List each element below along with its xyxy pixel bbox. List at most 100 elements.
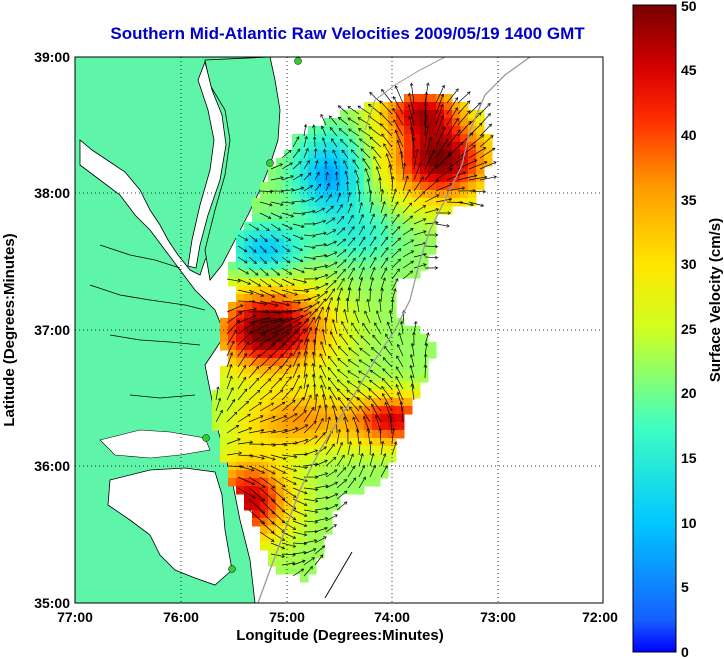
velocity-arrowhead — [323, 231, 327, 236]
velocity-cell — [300, 214, 309, 223]
velocity-arrowhead — [312, 136, 317, 140]
velocity-cell — [300, 342, 309, 351]
velocity-cell — [356, 406, 365, 415]
velocity-cell — [348, 246, 357, 255]
velocity-arrowhead — [313, 148, 318, 152]
velocity-arrow — [402, 215, 413, 225]
velocity-cell — [340, 342, 349, 351]
velocity-arrowhead — [362, 476, 366, 481]
velocity-cell — [372, 326, 381, 335]
velocity-arrow — [392, 108, 404, 126]
velocity-arrow — [395, 85, 404, 104]
velocity-cell — [316, 390, 325, 399]
velocity-arrowhead — [336, 181, 340, 186]
velocity-cell — [300, 174, 309, 183]
velocity-arrowhead — [332, 149, 336, 154]
velocity-cell — [364, 238, 373, 247]
x-tick-label: 73:00 — [480, 609, 516, 625]
velocity-cell — [404, 134, 413, 143]
velocity-cell — [276, 358, 285, 367]
velocity-arrow — [435, 183, 453, 192]
velocity-arrow — [395, 384, 404, 401]
velocity-cell — [340, 438, 349, 447]
velocity-arrowhead — [362, 158, 366, 162]
velocity-cell — [332, 182, 341, 191]
velocity-arrowhead — [391, 427, 396, 431]
velocity-arrow — [226, 425, 239, 434]
velocity-cell — [356, 374, 365, 383]
velocity-arrow — [336, 490, 348, 500]
velocity-cell — [244, 222, 253, 231]
velocity-cell — [356, 118, 365, 127]
velocity-cell — [236, 230, 245, 239]
velocity-arrow — [408, 116, 415, 137]
velocity-arrowhead — [323, 148, 327, 153]
velocity-cell — [252, 478, 261, 487]
velocity-cell — [268, 190, 277, 199]
velocity-cell — [396, 270, 405, 279]
velocity-cell — [244, 254, 253, 263]
velocity-arrowhead — [395, 366, 400, 370]
velocity-arrowhead — [352, 477, 357, 481]
velocity-cell — [252, 302, 261, 311]
velocity-arrowhead — [348, 287, 352, 291]
velocity-cell — [380, 166, 389, 175]
velocity-arrow — [248, 354, 261, 368]
velocity-arrow — [215, 398, 221, 412]
velocity-arrowhead — [343, 259, 347, 263]
velocity-arrowhead — [372, 266, 376, 271]
velocity-cell — [268, 318, 277, 327]
velocity-cell — [212, 398, 221, 407]
velocity-cell — [260, 382, 269, 391]
velocity-arrow — [270, 366, 282, 379]
velocity-cell — [364, 438, 373, 447]
velocity-arrow — [391, 237, 401, 247]
velocity-arrowhead — [339, 287, 343, 291]
chesapeake-bay — [187, 60, 227, 269]
velocity-arrowhead — [292, 535, 297, 539]
velocity-cell — [468, 142, 477, 151]
velocity-arrow — [479, 147, 496, 159]
velocity-arrowhead — [305, 147, 309, 152]
velocity-arrow — [226, 411, 238, 423]
velocity-cell — [348, 262, 357, 271]
velocity-arrowhead — [470, 132, 474, 136]
velocity-arrow — [292, 397, 305, 412]
velocity-arrowhead — [311, 373, 316, 378]
velocity-cell — [332, 350, 341, 359]
velocity-cell — [396, 414, 405, 423]
velocity-cell — [356, 326, 365, 335]
velocity-arrow — [237, 314, 257, 324]
velocity-cell — [244, 342, 253, 351]
velocity-cell — [428, 190, 437, 199]
velocity-cell — [284, 230, 293, 239]
velocity-cell — [364, 278, 373, 287]
velocity-arrowhead — [271, 498, 276, 502]
velocity-arrowhead — [395, 384, 399, 388]
velocity-arrow — [339, 333, 349, 346]
velocity-cell — [404, 158, 413, 167]
velocity-arrow — [435, 167, 453, 181]
velocity-arrowhead — [333, 524, 337, 528]
velocity-cell — [284, 446, 293, 455]
velocity-cell — [428, 214, 437, 223]
velocity-cell — [348, 174, 357, 183]
velocity-arrowhead — [259, 342, 264, 347]
velocity-cell — [300, 158, 309, 167]
velocity-arrow — [325, 481, 338, 489]
velocity-arrowhead — [333, 251, 338, 255]
velocity-cell — [300, 294, 309, 303]
velocity-arrowhead — [251, 467, 255, 472]
velocity-arrow — [270, 278, 283, 287]
velocity-arrowhead — [325, 484, 329, 488]
velocity-cell — [316, 238, 325, 247]
velocity-cell — [460, 190, 469, 199]
velocity-arrow — [380, 189, 383, 203]
velocity-arrowhead — [322, 298, 327, 302]
velocity-arrow — [292, 256, 304, 262]
velocity-arrow — [408, 104, 415, 126]
velocity-cell — [404, 390, 413, 399]
velocity-cell — [260, 262, 269, 271]
velocity-cell — [364, 126, 373, 135]
velocity-cell — [396, 158, 405, 167]
